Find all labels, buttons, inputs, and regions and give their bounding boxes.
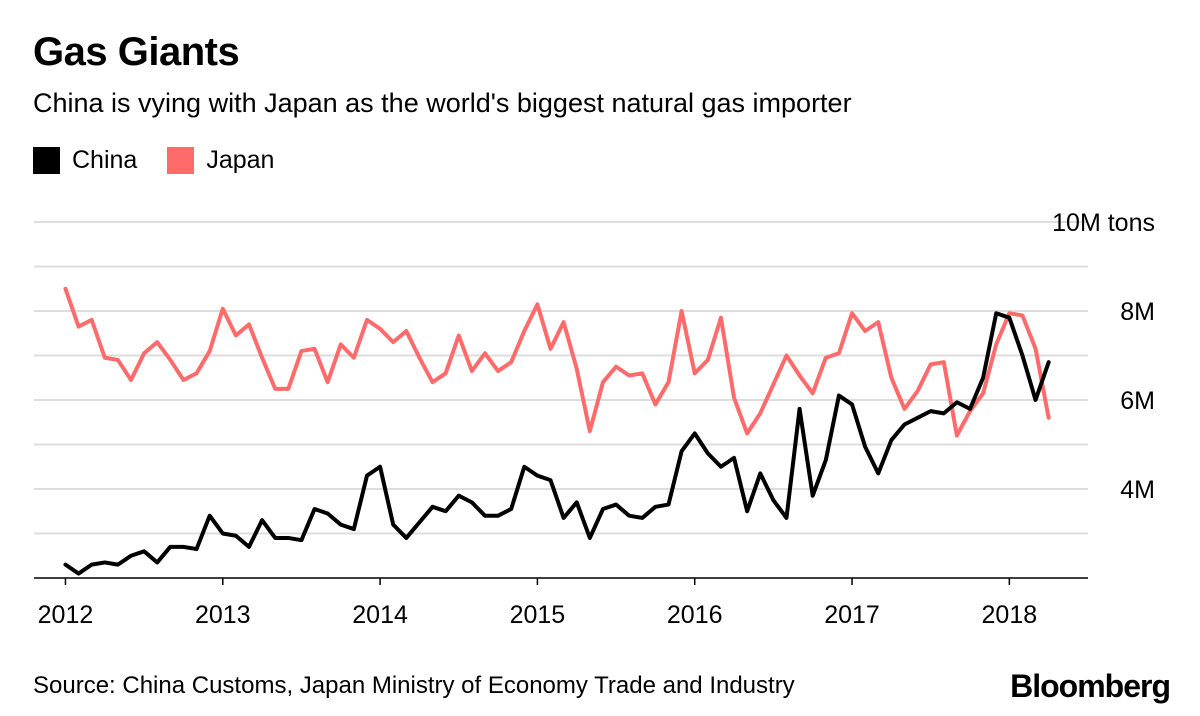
x-tick-label: 2016: [667, 601, 723, 629]
y-tick-label: 10M tons: [1052, 209, 1155, 237]
series-line-china: [63, 311, 1051, 576]
x-tick-label: 2015: [510, 601, 566, 629]
x-tick-label: 2014: [352, 601, 408, 629]
y-tick-label: 4M: [1120, 476, 1155, 504]
legend-label-japan: Japan: [206, 145, 275, 174]
chart-subtitle: China is vying with Japan as the world's…: [33, 88, 852, 118]
legend-swatch-china: [33, 146, 60, 174]
legend-label-china: China: [72, 145, 138, 174]
bloomberg-logo: Bloomberg: [1010, 668, 1171, 704]
x-tick-label: 2017: [824, 601, 880, 629]
x-tick-label: 2018: [982, 601, 1038, 629]
chart-title: Gas Giants: [33, 30, 240, 74]
x-tick-label: 2013: [195, 601, 251, 629]
source-note: Source: China Customs, Japan Ministry of…: [33, 672, 795, 699]
y-tick-label: 8M: [1120, 298, 1155, 326]
legend-item-japan: Japan: [167, 146, 274, 175]
legend: China Japan: [33, 145, 304, 175]
y-tick-label: 6M: [1120, 387, 1155, 415]
legend-item-china: China: [33, 146, 137, 175]
legend-swatch-japan: [167, 146, 195, 174]
x-tick-label: 2012: [38, 601, 94, 629]
series-line-japan: [63, 286, 1051, 438]
